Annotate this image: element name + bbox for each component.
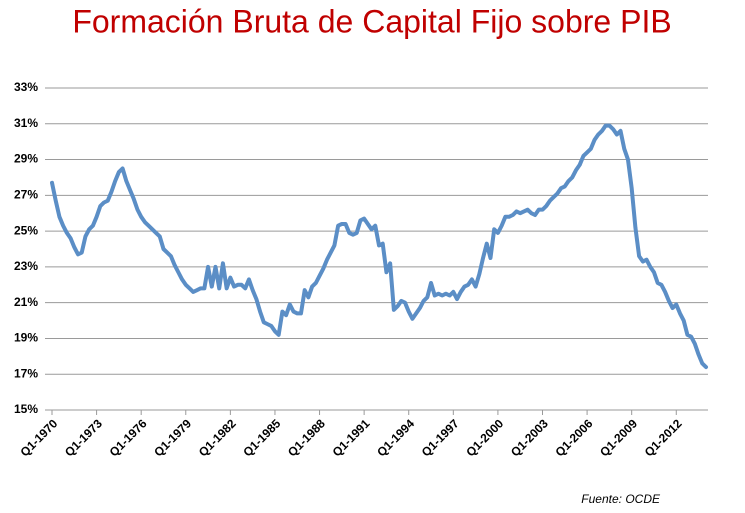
y-tick-label: 29% xyxy=(14,152,38,166)
x-tick-label: Q1-1976 xyxy=(107,416,150,459)
y-tick-label: 21% xyxy=(14,295,38,309)
y-tick-label: 15% xyxy=(14,402,38,416)
x-tick-label: Q1-1994 xyxy=(374,416,417,459)
y-tick-label: 33% xyxy=(14,80,38,94)
x-tick-label: Q1-2009 xyxy=(597,416,640,459)
y-tick-label: 25% xyxy=(14,223,38,237)
x-tick-label: Q1-1991 xyxy=(330,416,373,459)
source-note: Fuente: OCDE xyxy=(581,492,661,506)
data-line xyxy=(50,123,708,370)
chart-title: Formación Bruta de Capital Fijo sobre PI… xyxy=(72,3,671,39)
y-tick-label: 23% xyxy=(14,259,38,273)
x-tick-label: Q1-1982 xyxy=(196,416,239,459)
y-tick-label: 31% xyxy=(14,116,38,130)
y-tick-label: 19% xyxy=(14,331,38,345)
x-tick-label: Q1-1985 xyxy=(240,416,283,459)
x-tick-label: Q1-1997 xyxy=(419,416,462,459)
y-tick-label: 27% xyxy=(14,188,38,202)
x-tick-label: Q1-1979 xyxy=(151,416,194,459)
x-tick-label: Q1-1973 xyxy=(62,416,105,459)
x-tick-label: Q1-2000 xyxy=(463,416,506,459)
x-tick-label: Q1-2012 xyxy=(642,416,685,459)
x-tick-label: Q1-2003 xyxy=(508,416,551,459)
x-tick-label: Q1-2006 xyxy=(553,416,596,459)
x-tick-label: Q1-1988 xyxy=(285,416,328,459)
x-tick-label: Q1-1970 xyxy=(17,416,60,459)
y-tick-label: 17% xyxy=(14,366,38,380)
